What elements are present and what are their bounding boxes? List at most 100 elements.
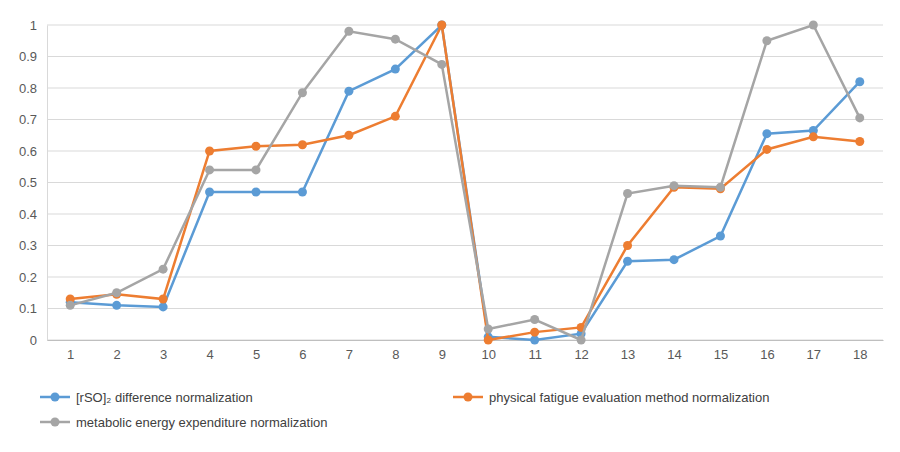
- series-marker: [112, 288, 121, 297]
- legend-item: metabolic energy expenditure normalizati…: [40, 415, 327, 430]
- x-tick-label: 3: [160, 347, 167, 362]
- legend: [rSO]₂ difference normalization physical …: [40, 390, 769, 430]
- legend-label: metabolic energy expenditure normalizati…: [76, 415, 327, 430]
- series-group: [66, 21, 865, 345]
- x-tick-label: 14: [667, 347, 681, 362]
- series-marker: [623, 241, 632, 250]
- x-tick-label: 12: [574, 347, 588, 362]
- legend-marker: [464, 393, 473, 402]
- x-tick: 16: [760, 340, 774, 362]
- x-tick: 15: [714, 340, 728, 362]
- legend-item: physical fatigue evaluation method norma…: [453, 390, 769, 405]
- y-tick: 0: [30, 333, 47, 348]
- x-tick: 2: [114, 340, 121, 362]
- series-marker: [344, 27, 353, 36]
- x-tick: 18: [853, 340, 867, 362]
- series-marker: [762, 145, 771, 154]
- series-marker: [344, 131, 353, 140]
- grid-line: [47, 214, 883, 215]
- grid-line: [47, 340, 883, 341]
- grid-line: [47, 308, 883, 309]
- series-marker: [437, 60, 446, 69]
- x-tick: 3: [160, 340, 167, 362]
- y-tick-label: 0.1: [19, 301, 37, 316]
- legend-label: [rSO]₂ difference normalization: [76, 390, 253, 405]
- grid-line: [47, 119, 883, 120]
- series-marker: [530, 328, 539, 337]
- series-marker: [716, 183, 725, 192]
- grid: [47, 25, 883, 340]
- y-tick-label: 0.4: [19, 207, 37, 222]
- legend-marker: [51, 418, 60, 427]
- series-marker: [762, 36, 771, 45]
- legend-item: [rSO]₂ difference normalization: [40, 390, 253, 405]
- y-tick: 0.7: [19, 112, 47, 127]
- y-tick-label: 0.7: [19, 112, 37, 127]
- series-marker: [855, 113, 864, 122]
- series-marker: [530, 336, 539, 345]
- y-tick-label: 1: [30, 18, 37, 33]
- y-tick-label: 0.2: [19, 270, 37, 285]
- series-marker: [391, 65, 400, 74]
- x-tick: 5: [253, 340, 260, 362]
- series-marker: [762, 129, 771, 138]
- series-marker: [252, 142, 261, 151]
- series-marker: [716, 232, 725, 241]
- y-tick-label: 0.5: [19, 175, 37, 190]
- x-tick-label: 2: [114, 347, 121, 362]
- legend-label: physical fatigue evaluation method norma…: [489, 390, 769, 405]
- series-marker: [437, 21, 446, 30]
- series-marker: [391, 112, 400, 121]
- x-tick-label: 18: [853, 347, 867, 362]
- x-tick: 14: [667, 340, 681, 362]
- x-tick-label: 5: [253, 347, 260, 362]
- x-tick: 4: [206, 340, 213, 362]
- y-tick: 0.1: [19, 301, 47, 316]
- x-tick-label: 4: [206, 347, 213, 362]
- y-tick: 0.8: [19, 81, 47, 96]
- x-tick-label: 13: [621, 347, 635, 362]
- series-marker: [159, 295, 168, 304]
- x-tick-label: 7: [346, 347, 353, 362]
- legend-marker: [51, 393, 60, 402]
- y-tick: 0.2: [19, 270, 47, 285]
- x-tick: 9: [439, 340, 446, 362]
- plot: 00.10.20.30.40.50.60.70.80.9112345678910…: [19, 18, 884, 363]
- series-marker: [484, 336, 493, 345]
- series-marker: [112, 301, 121, 310]
- y-tick: 0.9: [19, 49, 47, 64]
- y-tick: 1: [30, 18, 47, 33]
- series-marker: [252, 165, 261, 174]
- series-marker: [205, 187, 214, 196]
- y-tick-label: 0.8: [19, 81, 37, 96]
- x-tick-label: 16: [760, 347, 774, 362]
- y-tick-label: 0: [30, 333, 37, 348]
- series-marker: [344, 87, 353, 96]
- x-tick-label: 1: [67, 347, 74, 362]
- grid-line: [47, 56, 883, 57]
- x-tick-label: 6: [299, 347, 306, 362]
- series-marker: [484, 324, 493, 333]
- y-tick-label: 0.3: [19, 238, 37, 253]
- y-tick-label: 0.6: [19, 144, 37, 159]
- series-marker: [205, 165, 214, 174]
- series-marker: [623, 257, 632, 266]
- chart: 00.10.20.30.40.50.60.70.80.9112345678910…: [0, 0, 900, 452]
- series-line: [70, 25, 860, 340]
- series-marker: [205, 147, 214, 156]
- series-line: [70, 25, 860, 340]
- series-marker: [66, 301, 75, 310]
- series-marker: [391, 35, 400, 44]
- x-tick: 17: [807, 340, 821, 362]
- y-tick: 0.4: [19, 207, 47, 222]
- y-tick: 0.6: [19, 144, 47, 159]
- series-marker: [530, 315, 539, 324]
- series-marker: [855, 77, 864, 86]
- x-tick-label: 9: [439, 347, 446, 362]
- series-marker: [623, 189, 632, 198]
- series-marker: [809, 132, 818, 141]
- x-tick: 6: [299, 340, 306, 362]
- x-tick: 1: [67, 340, 74, 362]
- x-tick: 13: [621, 340, 635, 362]
- x-axis-line: [48, 340, 884, 341]
